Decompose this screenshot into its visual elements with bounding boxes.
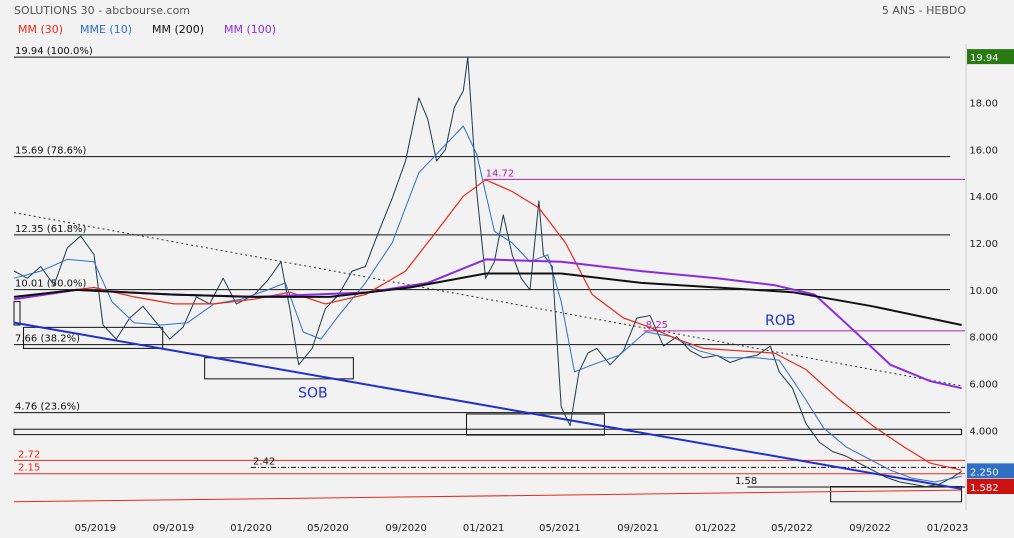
range-box [13, 301, 21, 326]
legend: MM (30) MME (10) MM (200) MM (100) [18, 23, 276, 36]
level-label: 2.42 [253, 456, 275, 467]
level-label: 8.25 [646, 320, 668, 331]
chart-period: 5 ANS - HEBDO [882, 4, 966, 17]
price-tag [967, 463, 1014, 479]
y-tick-label: 12.00 [969, 239, 998, 250]
y-tick-label: 8.000 [969, 333, 998, 344]
x-tick-label: 09/2020 [385, 523, 427, 534]
legend-entry: MM (200) [152, 23, 204, 36]
range-box [204, 357, 354, 380]
x-tick-label: 05/2022 [771, 523, 813, 534]
fibonacci-levels: 19.94 (100.0%) 15.69 (78.6%) 12.35 (61.8%)… [14, 46, 950, 414]
level-label: 2.72 [18, 449, 40, 460]
range-box [830, 486, 963, 503]
y-tick-label: 18.00 [969, 99, 998, 110]
series-line [13, 56, 962, 488]
series-line [13, 179, 962, 471]
fib-level-label: 19.94 (100.0%) [15, 46, 93, 57]
consolidation-boxes [13, 301, 963, 503]
x-tick-label: 01/2022 [695, 523, 737, 534]
x-tick-label: 09/2021 [617, 523, 659, 534]
series-line [13, 272, 962, 326]
x-tick-label: 09/2019 [153, 523, 195, 534]
chart-title: SOLUTIONS 30 - abcbourse.com [14, 4, 190, 17]
axes: 4.000 6.000 8.000 10.00 12.00 14.00 16.00 18.00… [75, 44, 998, 534]
series-lines [13, 56, 962, 488]
annotations: SOB ROB [298, 313, 795, 402]
level-label: 1.58 [735, 476, 757, 487]
chart-annotation: ROB [765, 313, 795, 329]
fib-level-label: 7.66 (38.2%) [15, 334, 80, 345]
x-tick-label: 01/2020 [230, 523, 272, 534]
legend-entry: MM (30) [18, 23, 63, 36]
resistance-trendline [13, 212, 962, 387]
fib-level-label: 15.69 (78.6%) [15, 146, 86, 157]
range-box [23, 326, 164, 349]
support-trendline [13, 321, 962, 490]
level-label: 14.72 [486, 168, 515, 179]
x-tick-label: 05/2021 [539, 523, 581, 534]
price-tag [967, 479, 1014, 495]
price-tags: 19.94 2.250 1.582 [967, 49, 1014, 495]
y-tick-label: 16.00 [969, 145, 998, 156]
chart-annotation: SOB [298, 386, 328, 402]
price-tag [967, 49, 1014, 65]
trendlines [13, 212, 962, 490]
x-tick-label: 05/2020 [307, 523, 349, 534]
series-line [13, 125, 962, 483]
y-tick-label: 6.000 [969, 380, 998, 391]
legend-entry: MME (10) [80, 23, 132, 36]
y-tick-label: 14.00 [969, 192, 998, 203]
price-tag-label: 2.250 [970, 467, 999, 478]
x-tick-label: 01/2023 [927, 523, 969, 534]
price-tag-label: 19.94 [970, 53, 999, 64]
x-tick-label: 09/2022 [849, 523, 891, 534]
level-label: 2.15 [18, 463, 40, 474]
x-tick-label: 01/2021 [463, 523, 505, 534]
fib-level-label: 4.76 (23.6%) [15, 402, 80, 413]
support-line [13, 489, 962, 503]
legend-entry: MM (100) [224, 23, 276, 36]
y-tick-label: 10.00 [969, 286, 998, 297]
price-tag-label: 1.582 [970, 483, 999, 494]
fib-level-label: 12.35 (61.8%) [15, 224, 86, 235]
y-tick-label: 4.000 [969, 426, 998, 437]
fib-level-label: 10.01 (50.0%) [15, 279, 86, 290]
x-tick-label: 05/2019 [75, 523, 117, 534]
